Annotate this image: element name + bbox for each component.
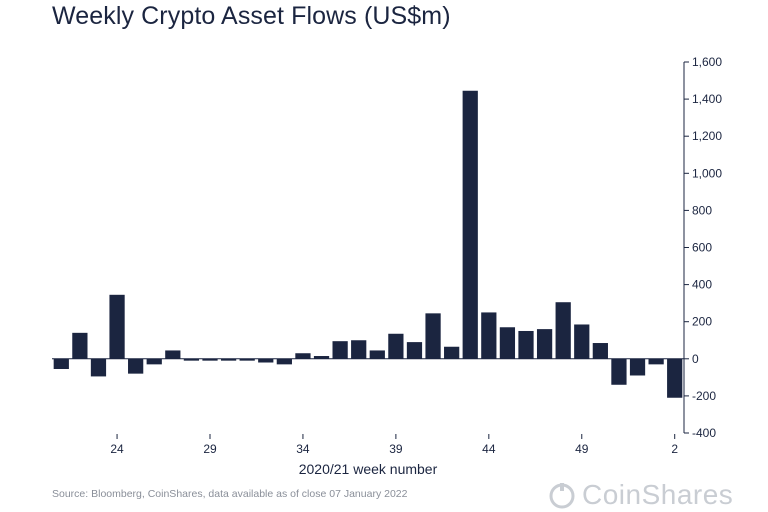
bar-week-52 xyxy=(629,358,646,376)
bar-week-30 xyxy=(220,358,237,361)
bar-week-26 xyxy=(146,358,162,365)
chart-area: -400 -200 0 200 400 600 800 1,000 1,200 1,400 1,60… xyxy=(52,55,722,477)
bar-week-37 xyxy=(351,340,367,359)
bar-week-42 xyxy=(444,346,460,359)
bar-week-33 xyxy=(276,358,292,365)
bar-week-28 xyxy=(183,358,200,361)
y-axis: -400 -200 0 200 400 600 800 1,000 1,200 1,400 1,60… xyxy=(683,55,722,440)
bar-week-43 xyxy=(462,90,478,359)
y-tick-label: 1,400 xyxy=(692,92,722,106)
x-tick-label: 24 xyxy=(110,442,124,456)
bar-week-25 xyxy=(128,358,144,374)
bar-week-46 xyxy=(518,330,534,359)
coinshares-logo-icon xyxy=(549,483,575,509)
bar-week-50 xyxy=(592,343,608,359)
bar-week-1 xyxy=(648,358,664,365)
bar-week-23 xyxy=(90,358,107,377)
bar-week-48 xyxy=(555,302,571,359)
bar-week-34 xyxy=(295,353,311,359)
x-tick-label: 39 xyxy=(389,442,403,456)
bar-week-51 xyxy=(611,358,627,385)
bar-week-36 xyxy=(332,341,348,359)
y-tick-label: 600 xyxy=(692,241,712,255)
x-tick-label: 49 xyxy=(575,442,589,456)
x-tick-label: 2 xyxy=(671,442,678,456)
bar-week-31 xyxy=(239,358,255,361)
x-tick-label: 44 xyxy=(482,442,496,456)
bar-week-2 xyxy=(667,358,683,398)
bar-week-21 xyxy=(53,358,69,369)
y-tick-label: 1,600 xyxy=(692,55,722,69)
bar-week-39 xyxy=(388,333,404,359)
bar-week-41 xyxy=(425,313,441,359)
bar-week-27 xyxy=(165,350,181,359)
y-tick-label: -400 xyxy=(692,426,716,440)
y-tick-label: 1,000 xyxy=(692,166,722,180)
bar-week-22 xyxy=(72,332,88,359)
y-tick-label: -200 xyxy=(692,389,716,403)
bar-week-29 xyxy=(202,358,218,361)
y-tick-label: 200 xyxy=(692,315,712,329)
bar-week-35 xyxy=(313,356,330,359)
y-tick-label: 0 xyxy=(692,352,699,366)
bar-week-32 xyxy=(258,358,274,363)
y-tick-label: 400 xyxy=(692,278,712,292)
bar-week-45 xyxy=(499,327,516,359)
y-tick-label: 1,200 xyxy=(692,129,722,143)
y-tick-label: 800 xyxy=(692,203,712,217)
source-note: Source: Bloomberg, CoinShares, data avai… xyxy=(52,488,408,500)
x-tick-label: 29 xyxy=(203,442,217,456)
bar-week-44 xyxy=(481,312,497,359)
x-tick-label: 34 xyxy=(296,442,310,456)
x-axis-title: 2020/21 week number xyxy=(299,461,438,477)
bar-week-49 xyxy=(574,324,590,359)
bar-series xyxy=(53,90,683,398)
x-axis: 24 29 34 39 44 49 2 xyxy=(110,434,678,456)
bar-week-40 xyxy=(406,342,423,359)
coinshares-logo: CoinShares xyxy=(548,480,748,512)
bar-week-24 xyxy=(109,294,125,359)
chart-title: Weekly Crypto Asset Flows (US$m) xyxy=(52,2,451,30)
logo-text: CoinShares xyxy=(582,480,734,510)
bar-week-47 xyxy=(536,329,553,359)
bar-week-38 xyxy=(369,350,385,359)
